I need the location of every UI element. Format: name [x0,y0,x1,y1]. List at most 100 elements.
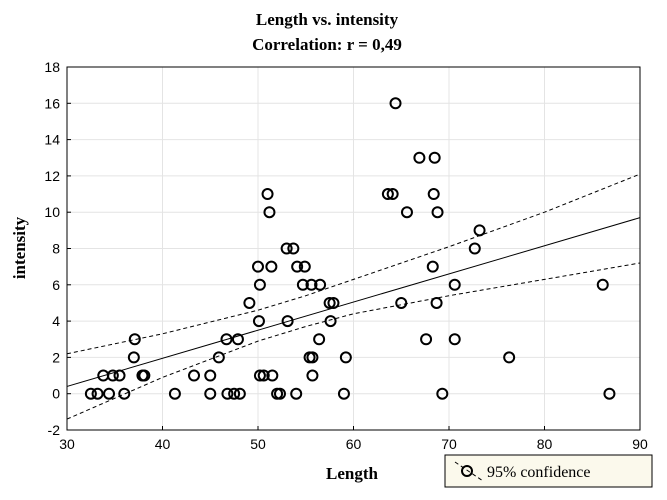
data-point [413,151,426,164]
data-point [298,260,311,273]
data-point [448,333,461,346]
data-point [252,260,264,273]
data-point [103,387,116,400]
confidence-lower-line [66,262,641,420]
legend-label: 95% confidence [487,464,591,481]
chart-subtitle: Correlation: r = 0,49 [252,35,402,54]
data-point [503,351,516,364]
data-point [168,387,181,400]
data-point [204,369,217,382]
data-point [228,387,241,400]
data-point [253,278,266,291]
data-point [261,188,274,201]
data-point [400,206,413,219]
x-axis-label: Length [326,464,379,483]
data-point [106,369,119,382]
y-tick-label: 18 [44,59,60,75]
data-point [221,387,234,400]
y-tick-label: 6 [52,277,60,293]
data-point [395,296,408,309]
y-tick-label: 16 [44,95,60,111]
data-points [84,97,616,400]
axis-ticks: 30 40 50 60 70 80 90 -2 0 2 4 6 8 10 12 14 16 18 [44,59,648,452]
data-point [231,333,244,346]
data-point [313,333,326,346]
legend: 95% confidence [444,454,653,488]
y-tick-label: 4 [52,313,60,329]
y-tick-label: 2 [52,349,60,365]
data-point [327,296,340,309]
y-tick-label: 10 [44,204,60,220]
y-tick-label: 12 [44,168,60,184]
data-point [265,260,278,273]
data-point [428,151,441,164]
data-point [127,351,140,364]
data-point [84,387,97,400]
data-point [381,188,394,201]
data-point [420,333,433,346]
legend-box [444,454,653,488]
chart-title: Length vs. intensity [256,10,399,29]
x-tick-label: 70 [441,436,457,452]
data-point [337,387,350,400]
x-tick-label: 40 [155,436,171,452]
y-tick-label: 8 [52,241,60,257]
data-point [252,315,265,328]
data-point [128,333,141,346]
confidence-band [66,173,641,420]
data-point [426,260,439,273]
x-tick-label: 50 [250,436,266,452]
data-point [468,242,481,255]
data-point [305,278,318,291]
legend-dash-line-icon [454,461,484,482]
data-point [427,188,440,201]
data-point [296,278,309,291]
data-point [212,351,225,364]
data-point [118,387,131,400]
data-point [596,278,609,291]
data-point [323,296,336,309]
data-point [220,333,233,346]
data-point [138,369,151,382]
data-point [257,369,270,382]
data-point [253,369,266,382]
data-point [291,260,304,273]
data-point [431,206,444,219]
x-tick-label: 30 [59,436,75,452]
data-point [389,97,402,110]
data-point [339,351,352,364]
data-point [113,369,126,382]
regression-line-group [66,217,641,387]
y-tick-label: 0 [52,386,60,402]
data-point [243,296,256,309]
x-tick-label: 60 [346,436,362,452]
data-point [306,369,319,382]
data-point [266,369,279,382]
data-point [306,351,319,364]
data-point [324,315,337,328]
data-point [263,206,276,219]
data-point [91,387,104,400]
y-tick-label: -2 [48,422,61,438]
data-point [448,278,461,291]
data-point [281,315,294,328]
x-tick-label: 90 [632,436,648,452]
y-axis-label: intensity [10,216,29,279]
data-point [233,387,246,400]
data-point [273,387,286,400]
data-point [473,224,486,237]
y-tick-label: 14 [44,132,60,148]
data-point [290,387,303,400]
legend-circle-icon [461,465,473,477]
data-point [430,296,443,309]
regression-line [66,217,641,387]
data-point [436,387,449,400]
data-point [287,242,300,255]
data-point [386,188,399,201]
data-point [603,387,616,400]
x-tick-label: 80 [537,436,553,452]
data-point [280,242,293,255]
grid [66,66,641,431]
data-point [204,387,217,400]
